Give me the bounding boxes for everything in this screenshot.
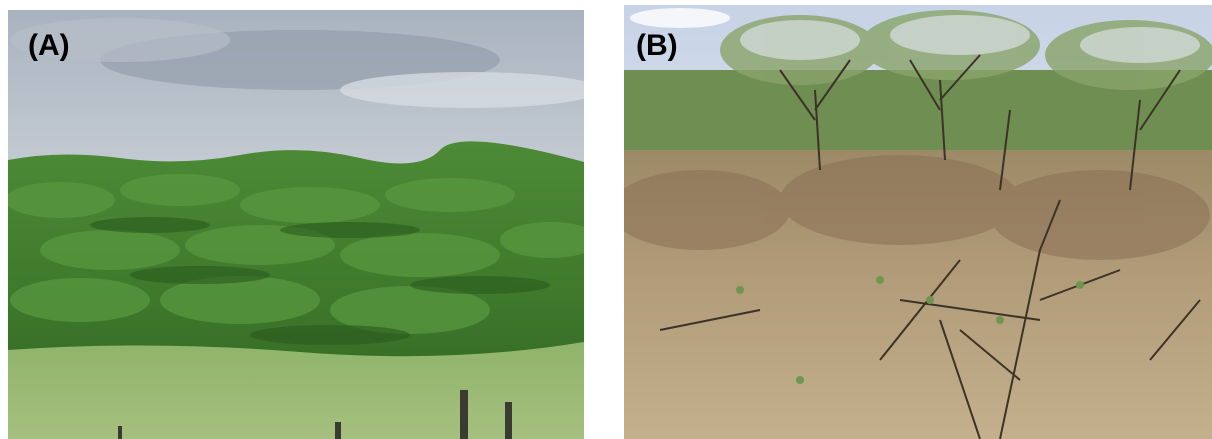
panel-label: (B) [636, 29, 678, 62]
panel-label: (A) [28, 29, 70, 62]
photo-a [8, 10, 584, 439]
photo-b [624, 5, 1212, 439]
